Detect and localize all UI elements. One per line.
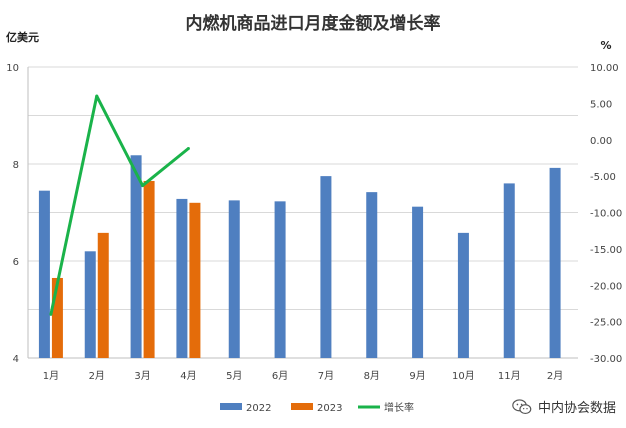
bar-2022 [412,206,424,358]
x-tick-label: 6月 [272,370,288,382]
left-axis-unit: 亿美元 [6,30,39,44]
x-tick-label: 11月 [498,370,521,382]
growth-rate-point [49,312,53,316]
wechat-icon [512,398,532,414]
chart-title: 内燃机商品进口月度金额及增长率 [186,13,441,34]
right-tick-label: -20.00 [590,281,622,292]
legend-swatch-2022 [220,403,242,410]
bar-2022 [38,190,50,358]
right-tick-label: -10.00 [590,209,622,220]
x-tick-label: 4月 [180,370,196,382]
growth-rate-line [49,94,190,315]
x-tick-label: 2月 [89,370,105,382]
bar-2022 [84,251,96,358]
legend-swatch-2023 [291,403,313,410]
growth-rate-point [186,146,190,150]
x-tick-label: 10月 [452,370,475,382]
bar-2023 [97,232,109,358]
x-tick-label: 5月 [226,370,242,382]
watermark: 中内协会数据 [512,397,616,416]
left-tick-label: 8 [13,160,19,171]
x-tick-label: 3月 [134,370,150,382]
bar-2023 [51,277,63,358]
left-tick-label: 6 [13,257,19,268]
x-tick-label: 1月 [43,370,59,382]
bar-2023 [143,180,155,358]
right-tick-label: 10.00 [590,63,619,74]
legend-label: 2023 [317,403,342,414]
left-tick-label: 4 [13,354,19,365]
right-tick-label: 0.00 [590,136,612,147]
bar-2022 [503,183,515,358]
bar-2022 [274,201,286,358]
legend-label: 2022 [246,403,271,414]
left-tick-label: 10 [6,63,19,74]
bar-2022 [549,167,561,358]
x-tick-label: 7月 [318,370,334,382]
bar-2022 [176,198,188,358]
bar-2022 [457,232,469,358]
right-tick-label: 5.00 [590,99,612,110]
right-tick-label: -25.00 [590,318,622,329]
bar-2022 [130,155,142,358]
growth-rate-point [141,184,145,188]
right-tick-label: -15.00 [590,245,622,256]
bar-2022 [320,176,332,358]
right-axis-unit: % [600,39,611,52]
bar-2022 [228,200,240,358]
watermark-text: 中内协会数据 [537,401,616,416]
right-tick-label: -30.00 [590,354,622,365]
growth-rate-point [95,94,99,98]
right-tick-label: -5.00 [590,172,616,183]
bar-2023 [189,202,201,358]
x-tick-label: 2月 [547,370,563,382]
legend-label: 增长率 [384,401,414,414]
x-tick-label: 9月 [409,370,425,382]
x-tick-label: 8月 [364,370,380,382]
bar-2022 [366,192,378,358]
